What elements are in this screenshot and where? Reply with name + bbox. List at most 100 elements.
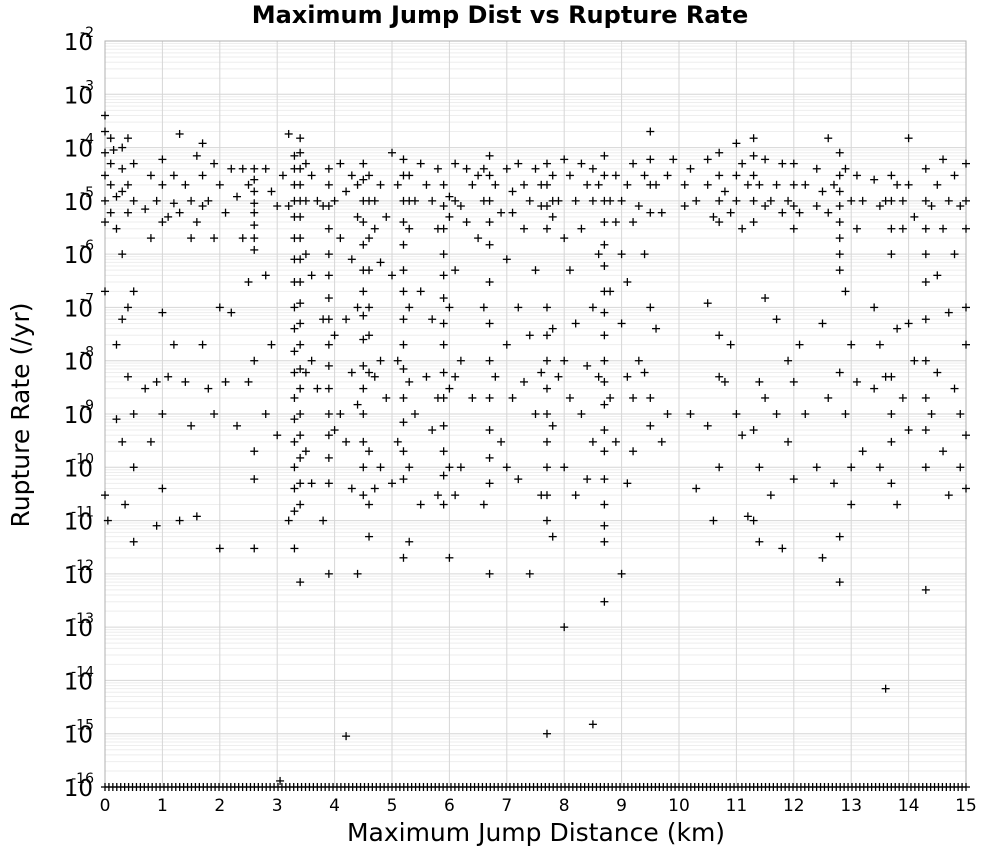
data-point [129, 537, 138, 546]
data-point [749, 516, 758, 525]
data-point [462, 218, 471, 227]
data-point [210, 410, 219, 418]
data-point [106, 134, 115, 143]
data-point [870, 303, 879, 312]
data-point [594, 372, 603, 381]
data-point [835, 171, 844, 180]
data-point [462, 164, 471, 173]
data-point [365, 331, 374, 340]
data-point [324, 250, 333, 259]
data-point [336, 234, 345, 243]
data-point [898, 224, 907, 233]
y-tick-exponent: -2 [80, 25, 94, 41]
data-point [841, 410, 850, 418]
data-point [514, 159, 523, 168]
data-point [330, 331, 339, 340]
data-point [600, 521, 609, 530]
data-point [887, 479, 896, 488]
data-point [123, 372, 132, 381]
data-point [388, 271, 396, 280]
data-point [399, 418, 408, 427]
data-point [818, 553, 827, 562]
data-point [324, 431, 333, 440]
data-point [307, 356, 316, 365]
data-point [353, 400, 362, 409]
data-point [439, 294, 448, 303]
data-point [962, 303, 970, 312]
data-point [634, 202, 643, 211]
data-point [359, 491, 368, 500]
data-point [623, 372, 632, 381]
data-point [233, 192, 242, 201]
data-point [560, 155, 569, 164]
data-point [818, 187, 827, 196]
data-point [319, 516, 328, 525]
data-point [290, 347, 299, 356]
data-point [904, 180, 913, 189]
data-point [801, 410, 810, 418]
data-point [565, 171, 574, 180]
data-point [646, 303, 655, 312]
data-point [273, 431, 282, 440]
data-point [560, 623, 569, 632]
data-point [542, 729, 551, 738]
y-tick-label: 10-16 [64, 771, 94, 802]
data-point [646, 393, 655, 402]
data-point [933, 368, 942, 377]
data-point [939, 224, 948, 233]
data-point [732, 171, 741, 180]
data-point [439, 447, 448, 456]
data-point [324, 202, 333, 211]
data-point [445, 463, 454, 472]
data-point [611, 218, 620, 227]
data-point [600, 171, 609, 180]
y-tick-base: 10 [64, 776, 93, 802]
data-point [502, 463, 511, 472]
data-point [112, 340, 121, 349]
data-point [342, 732, 351, 741]
data-point [109, 146, 118, 155]
data-point [956, 410, 965, 418]
data-point [680, 202, 689, 211]
data-point [548, 324, 557, 333]
data-point [680, 180, 689, 189]
data-point [158, 155, 167, 164]
y-tick-exponent: -3 [80, 78, 94, 94]
data-point [474, 171, 483, 180]
data-point [542, 384, 551, 393]
y-tick-exponent: -11 [71, 505, 94, 521]
data-point [548, 421, 557, 430]
data-point [525, 331, 534, 340]
data-point [445, 303, 454, 312]
data-point [146, 171, 155, 180]
data-point [542, 202, 551, 211]
data-point [250, 187, 259, 196]
y-tick-base: 10 [64, 350, 93, 376]
data-point [324, 340, 333, 349]
data-point [192, 151, 201, 160]
data-point [376, 356, 385, 365]
data-point [520, 377, 529, 386]
data-point [629, 447, 638, 456]
data-point [571, 319, 580, 328]
data-point [606, 393, 615, 402]
data-point [537, 368, 546, 377]
data-point [445, 212, 454, 221]
data-point [841, 164, 850, 173]
data-point [152, 521, 161, 530]
data-point [296, 234, 305, 243]
data-point [812, 164, 821, 173]
data-point [835, 234, 844, 243]
data-point [784, 196, 793, 205]
data-point [749, 171, 758, 180]
data-point [835, 148, 844, 157]
y-tick-base: 10 [64, 243, 93, 269]
x-tick-label: 8 [559, 796, 570, 816]
data-point [588, 303, 597, 312]
data-point [600, 426, 609, 435]
data-point [439, 319, 448, 328]
data-point [962, 196, 970, 205]
data-point [359, 463, 368, 472]
data-point [324, 453, 333, 462]
data-point [542, 180, 551, 189]
